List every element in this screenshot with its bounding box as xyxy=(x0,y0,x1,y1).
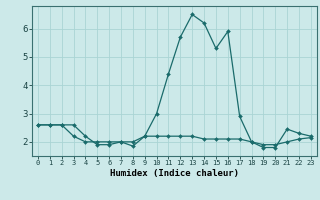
X-axis label: Humidex (Indice chaleur): Humidex (Indice chaleur) xyxy=(110,169,239,178)
